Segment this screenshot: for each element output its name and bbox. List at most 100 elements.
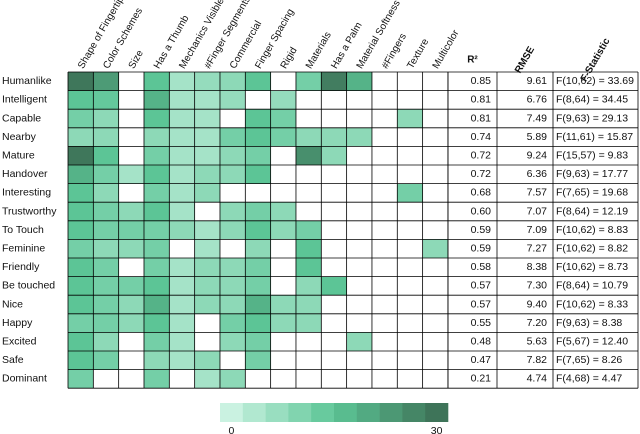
cell [219, 313, 246, 333]
cell [219, 258, 246, 277]
cell [245, 332, 271, 351]
cell [143, 332, 170, 351]
table-cell: F(8,64) = 34.45 [556, 94, 628, 106]
cell [245, 313, 271, 333]
table-cell: 7.20 [527, 317, 548, 329]
table-cell: F(10,62) = 8.82 [556, 242, 628, 254]
cell [68, 351, 94, 370]
cell [68, 295, 94, 314]
row-label: Friendly [2, 261, 40, 273]
cell [219, 220, 246, 240]
table-cell: 0.85 [471, 75, 492, 87]
table-cell: 5.89 [527, 131, 548, 143]
cell [68, 109, 94, 128]
cell [169, 165, 195, 184]
cell [219, 90, 246, 110]
cell [295, 295, 322, 314]
colorbar-swatch [356, 403, 380, 422]
cell [118, 295, 144, 314]
table-cell: F(15,57) = 9.83 [556, 149, 628, 161]
cell [245, 165, 271, 184]
cell [68, 183, 94, 203]
cell [270, 202, 296, 221]
table-cell: 0.55 [471, 317, 492, 329]
row-label: Excited [2, 335, 37, 347]
row-label: Humanlike [2, 75, 52, 87]
table-cell: 7.57 [527, 187, 548, 199]
cell [143, 351, 170, 370]
cell [321, 276, 347, 296]
table-cell: 0.68 [471, 187, 492, 199]
table-cell: F(10,62) = 8.33 [556, 298, 628, 310]
cell [143, 109, 170, 128]
cell [295, 72, 322, 91]
table-cell: 7.07 [527, 205, 548, 217]
table-cell: 9.61 [527, 75, 548, 87]
cell [245, 202, 271, 221]
row-label: Trustworthy [2, 205, 57, 217]
cell [270, 109, 296, 128]
cell [118, 165, 144, 184]
table-cell: 7.49 [527, 112, 548, 124]
cell [118, 276, 144, 296]
cell [68, 369, 94, 389]
cell [68, 202, 94, 221]
cell [194, 165, 220, 184]
cell [68, 165, 94, 184]
cell [143, 90, 170, 110]
cell [93, 109, 119, 128]
row-label: Feminine [2, 242, 45, 254]
row-label: Nearby [2, 131, 37, 143]
table-cell: F(11,61) = 15.87 [556, 131, 633, 143]
table-cell: 9.40 [527, 298, 548, 310]
cell [270, 220, 296, 240]
table-cell: 7.27 [527, 242, 548, 254]
row-label: Handover [2, 168, 48, 180]
cell [169, 351, 195, 370]
cell [143, 258, 170, 277]
cell [321, 146, 347, 165]
cell [143, 295, 170, 314]
colorbar-swatch [379, 403, 403, 422]
cell [321, 127, 347, 147]
table-cell: F(9,63) = 29.13 [556, 112, 628, 124]
table-header: RMSE [513, 45, 537, 76]
cell [245, 276, 271, 296]
row-label: Happy [2, 317, 33, 329]
cell [93, 276, 119, 296]
cell [118, 239, 144, 258]
table-cell: 9.24 [527, 149, 548, 161]
cell [245, 72, 271, 91]
colorbar-swatch [311, 403, 335, 422]
cell [194, 127, 220, 147]
colorbar-swatch [334, 403, 358, 422]
cell [68, 220, 94, 240]
table-cell: 0.60 [471, 205, 492, 217]
cell [68, 146, 94, 165]
cell [321, 72, 347, 91]
cell [93, 351, 119, 370]
table-cell: 0.81 [471, 112, 492, 124]
cell [169, 313, 195, 333]
table-cell: 0.81 [471, 94, 492, 106]
colorbar-swatch [265, 403, 289, 422]
table-cell: F(10,62) = 33.69 [556, 75, 634, 87]
cell [219, 202, 246, 221]
table-cell: 0.72 [471, 149, 492, 161]
table-cell: F(4,68) = 4.47 [556, 373, 622, 385]
cell [169, 90, 195, 110]
cell [245, 295, 271, 314]
cell [194, 239, 220, 258]
column-label: Size [127, 48, 146, 71]
cell [194, 146, 220, 165]
cell [169, 295, 195, 314]
colorbar-tick-label: 30 [431, 425, 443, 434]
cell [245, 351, 271, 370]
colorbar-swatch [402, 403, 426, 422]
cell [219, 276, 246, 296]
cell [194, 220, 220, 240]
cell [169, 276, 195, 296]
cell [169, 146, 195, 165]
row-label: Be touched [2, 280, 55, 292]
